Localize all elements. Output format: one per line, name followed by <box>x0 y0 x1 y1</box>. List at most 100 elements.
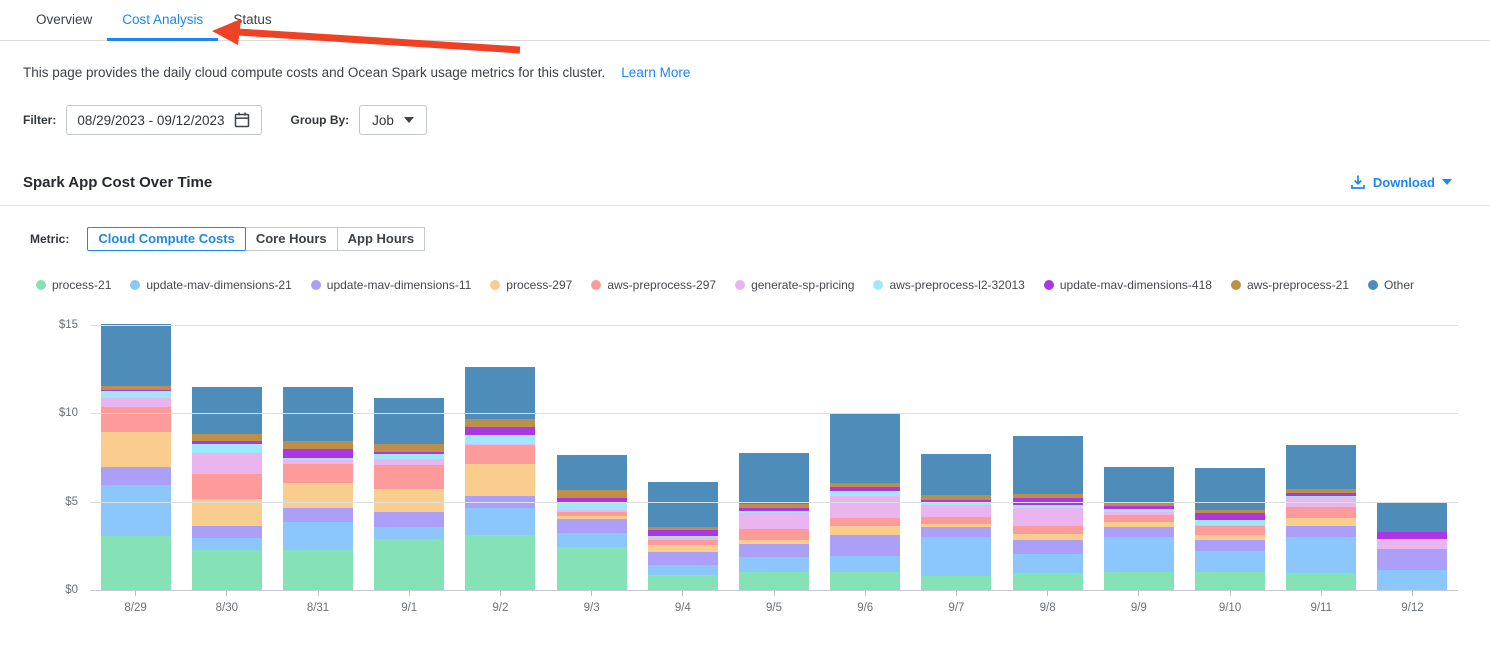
bar-segment-aws-preprocess-21[interactable] <box>1012 493 1083 499</box>
bar-segment-aws-preprocess-l2-32013[interactable] <box>921 501 992 506</box>
bar-segment-aws-preprocess-21[interactable] <box>647 527 718 531</box>
download-button[interactable]: Download <box>1344 173 1458 191</box>
bar-segment-other[interactable] <box>374 397 445 444</box>
bar-segment-aws-preprocess-l2-32013[interactable] <box>830 491 901 496</box>
date-range-input[interactable]: 08/29/2023 - 09/12/2023 <box>66 105 263 135</box>
bar-segment-process-21[interactable] <box>100 536 171 591</box>
bar-segment-aws-preprocess-l2-32013[interactable] <box>100 391 171 398</box>
bar-segment-aws-preprocess-297[interactable] <box>100 407 171 433</box>
stacked-bar-9-4[interactable] <box>647 481 718 591</box>
bar-segment-update-mav-dimensions-11[interactable] <box>739 544 810 558</box>
bar-segment-aws-preprocess-21[interactable] <box>1195 509 1266 514</box>
bar-segment-generate-sp-pricing[interactable] <box>556 509 627 512</box>
bar-segment-update-mav-dimensions-11[interactable] <box>647 552 718 565</box>
bar-segment-update-mav-dimensions-418[interactable] <box>739 508 810 511</box>
bar-segment-aws-preprocess-l2-32013[interactable] <box>465 434 536 444</box>
bar-segment-aws-preprocess-297[interactable] <box>191 473 262 500</box>
legend-item-update-mav-dimensions-418[interactable]: update-mav-dimensions-418 <box>1043 278 1212 292</box>
stacked-bar-9-6[interactable] <box>830 414 901 591</box>
bar-segment-other[interactable] <box>1286 445 1357 489</box>
bar-segment-other[interactable] <box>100 324 171 387</box>
bar-segment-aws-preprocess-21[interactable] <box>100 386 171 390</box>
bar-segment-other[interactable] <box>1012 435 1083 494</box>
bar-segment-aws-preprocess-297[interactable] <box>283 463 353 484</box>
bar-segment-aws-preprocess-297[interactable] <box>374 464 445 489</box>
bar-segment-update-mav-dimensions-11[interactable] <box>1195 539 1266 552</box>
bar-segment-aws-preprocess-l2-32013[interactable] <box>1012 504 1083 509</box>
bar-segment-update-mav-dimensions-11[interactable] <box>556 519 627 533</box>
bar-segment-update-mav-dimensions-418[interactable] <box>647 530 718 537</box>
bar-segment-aws-preprocess-l2-32013[interactable] <box>1103 508 1174 512</box>
bar-segment-aws-preprocess-l2-32013[interactable] <box>1286 495 1357 498</box>
bar-segment-other[interactable] <box>556 455 627 491</box>
bar-segment-other[interactable] <box>739 453 810 504</box>
bar-segment-process-21[interactable] <box>374 538 445 591</box>
bar-segment-aws-preprocess-l2-32013[interactable] <box>191 444 262 454</box>
bar-segment-process-297[interactable] <box>1103 522 1174 527</box>
bar-segment-other[interactable] <box>1103 467 1174 503</box>
bar-segment-generate-sp-pricing[interactable] <box>1103 511 1174 516</box>
legend-item-other[interactable]: Other <box>1368 278 1414 292</box>
bar-segment-update-mav-dimensions-418[interactable] <box>465 426 536 435</box>
bar-segment-process-297[interactable] <box>374 488 445 512</box>
bar-segment-process-21[interactable] <box>1012 573 1083 591</box>
stacked-bar-9-11[interactable] <box>1286 445 1357 591</box>
bar-segment-process-21[interactable] <box>1103 572 1174 591</box>
stacked-bar-9-8[interactable] <box>1012 435 1083 591</box>
bar-segment-generate-sp-pricing[interactable] <box>739 513 810 530</box>
bar-segment-update-mav-dimensions-11[interactable] <box>374 511 445 528</box>
bar-segment-aws-preprocess-297[interactable] <box>556 511 627 516</box>
bar-segment-aws-preprocess-21[interactable] <box>556 490 627 499</box>
bar-segment-update-mav-dimensions-21[interactable] <box>556 532 627 547</box>
bar-segment-aws-preprocess-21[interactable] <box>283 440 353 449</box>
bar-segment-aws-preprocess-297[interactable] <box>1103 515 1174 523</box>
bar-segment-aws-preprocess-21[interactable] <box>374 443 445 452</box>
bar-segment-other[interactable] <box>830 414 901 484</box>
bar-segment-update-mav-dimensions-418[interactable] <box>1103 506 1174 509</box>
bar-segment-process-21[interactable] <box>647 575 718 591</box>
bar-segment-process-297[interactable] <box>921 523 992 528</box>
bar-segment-other[interactable] <box>647 481 718 528</box>
bar-segment-process-21[interactable] <box>921 575 992 591</box>
bar-segment-aws-preprocess-297[interactable] <box>1286 507 1357 518</box>
metric-option-app-hours[interactable]: App Hours <box>336 227 426 251</box>
bar-segment-process-21[interactable] <box>1286 573 1357 591</box>
tab-overview[interactable]: Overview <box>36 11 93 27</box>
bar-segment-update-mav-dimensions-11[interactable] <box>1012 539 1083 554</box>
legend-item-update-mav-dimensions-11[interactable]: update-mav-dimensions-11 <box>310 278 471 292</box>
bar-segment-aws-preprocess-21[interactable] <box>921 494 992 501</box>
bar-segment-update-mav-dimensions-21[interactable] <box>283 522 353 551</box>
bar-segment-update-mav-dimensions-21[interactable] <box>1012 553 1083 574</box>
bar-segment-process-297[interactable] <box>283 483 353 508</box>
bar-segment-aws-preprocess-l2-32013[interactable] <box>283 457 353 461</box>
bar-segment-aws-preprocess-21[interactable] <box>739 503 810 509</box>
bar-segment-aws-preprocess-21[interactable] <box>1103 502 1174 507</box>
bar-segment-update-mav-dimensions-11[interactable] <box>830 534 901 556</box>
bar-segment-process-21[interactable] <box>739 572 810 591</box>
bar-segment-process-21[interactable] <box>191 550 262 591</box>
stacked-bar-8-29[interactable] <box>100 324 171 591</box>
bar-segment-update-mav-dimensions-418[interactable] <box>556 498 627 502</box>
bar-segment-process-297[interactable] <box>739 539 810 545</box>
bar-segment-update-mav-dimensions-11[interactable] <box>283 507 353 523</box>
bar-segment-process-297[interactable] <box>191 499 262 526</box>
bar-segment-process-297[interactable] <box>1195 534 1266 540</box>
stacked-bar-9-2[interactable] <box>465 366 536 591</box>
bar-segment-aws-preprocess-297[interactable] <box>830 517 901 526</box>
bar-segment-generate-sp-pricing[interactable] <box>374 459 445 465</box>
bar-segment-generate-sp-pricing[interactable] <box>1012 508 1083 526</box>
learn-more-link[interactable]: Learn More <box>621 65 691 80</box>
stacked-bar-9-3[interactable] <box>556 455 627 591</box>
stacked-bar-9-10[interactable] <box>1195 468 1266 591</box>
legend-item-update-mav-dimensions-21[interactable]: update-mav-dimensions-21 <box>130 278 292 292</box>
bar-segment-process-297[interactable] <box>830 525 901 535</box>
bar-segment-aws-preprocess-297[interactable] <box>647 539 718 546</box>
bar-segment-aws-preprocess-l2-32013[interactable] <box>556 501 627 510</box>
bar-segment-update-mav-dimensions-418[interactable] <box>921 500 992 502</box>
bar-segment-process-21[interactable] <box>465 535 536 591</box>
bar-segment-process-297[interactable] <box>100 432 171 468</box>
bar-segment-generate-sp-pricing[interactable] <box>283 460 353 464</box>
metric-option-cloud-compute-costs[interactable]: Cloud Compute Costs <box>87 227 246 251</box>
bar-segment-update-mav-dimensions-21[interactable] <box>830 555 901 572</box>
stacked-bar-9-1[interactable] <box>374 397 445 591</box>
